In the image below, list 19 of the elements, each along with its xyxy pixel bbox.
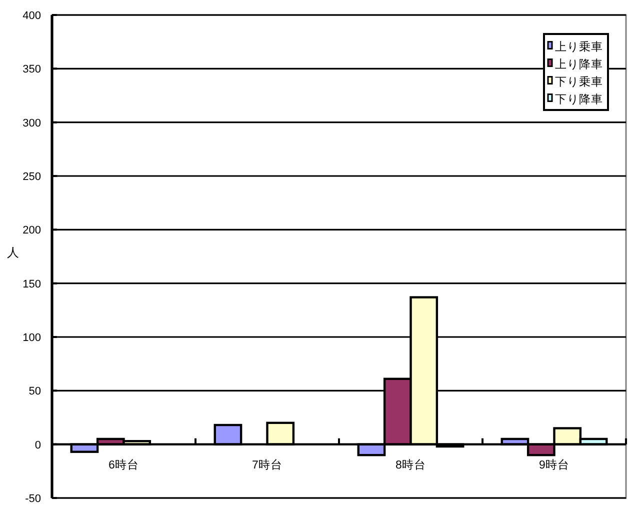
legend-label: 下り乗車	[555, 75, 603, 88]
legend-label: 上り降車	[555, 58, 603, 71]
legend-label: 下り降車	[555, 92, 603, 106]
x-tick-label: 9時台	[539, 458, 570, 472]
y-tick-label: 300	[22, 117, 41, 130]
y-tick-label: 200	[22, 224, 41, 237]
x-tick-label: 6時台	[108, 458, 139, 472]
y-tick-label: 350	[22, 64, 41, 76]
y-tick-label: 100	[22, 332, 41, 344]
y-tick-label: 50	[28, 386, 41, 398]
y-tick-label: -50	[25, 493, 41, 505]
y-axis-title: 人	[7, 246, 19, 260]
y-tick-label: 0	[34, 439, 41, 452]
legend-label: 上り乗車	[555, 40, 603, 54]
y-tick-label: 400	[22, 10, 41, 22]
x-tick-label: 7時台	[252, 458, 282, 472]
y-tick-label: 250	[22, 171, 41, 183]
x-tick-label: 8時台	[396, 458, 426, 472]
y-tick-label: 150	[22, 278, 41, 290]
